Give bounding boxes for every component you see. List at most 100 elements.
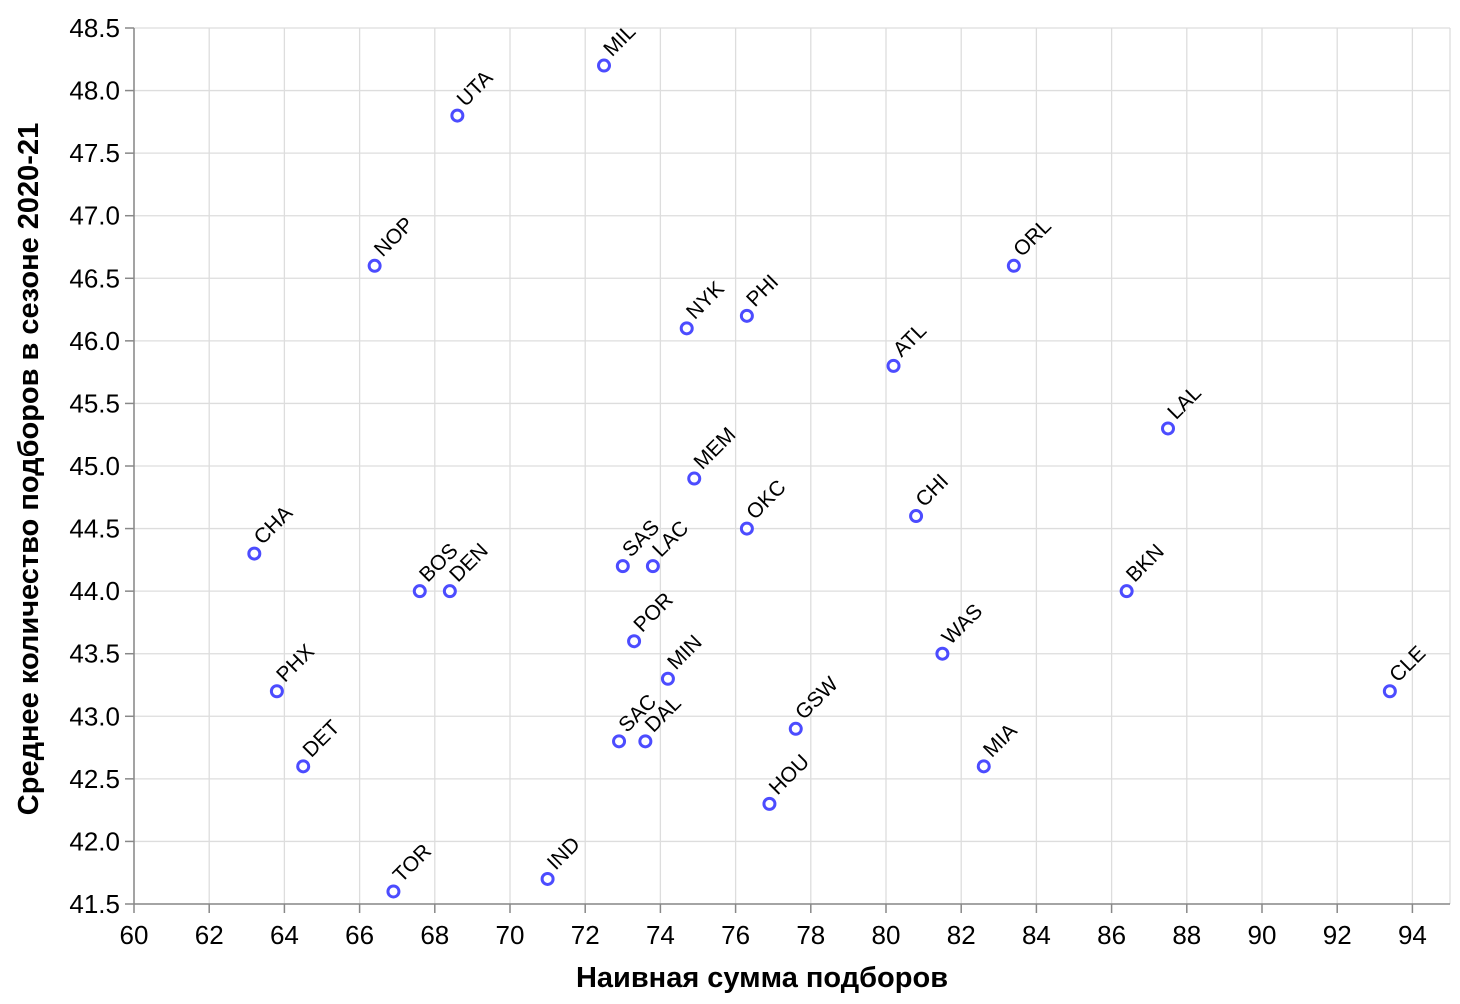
point-marker <box>739 308 754 323</box>
x-tick-label: 94 <box>1398 920 1427 950</box>
point-label: TOR <box>389 840 436 887</box>
point-label: CHA <box>250 502 298 550</box>
data-point: OKC <box>739 476 791 536</box>
x-tick-label: 76 <box>721 920 750 950</box>
y-tick-label: 45.0 <box>69 451 120 481</box>
y-tick-label: 45.5 <box>69 388 120 418</box>
point-label: IND <box>543 833 585 875</box>
y-tick-label: 43.0 <box>69 701 120 731</box>
point-marker <box>976 759 991 774</box>
data-point: IND <box>540 833 585 886</box>
point-label: CLE <box>1385 642 1430 687</box>
x-tick-label: 60 <box>120 920 149 950</box>
data-point: ATL <box>886 319 931 373</box>
point-label: ORL <box>1009 215 1056 262</box>
x-tick-label: 72 <box>571 920 600 950</box>
data-point: TOR <box>386 840 436 899</box>
x-tick-label: 78 <box>796 920 825 950</box>
data-point: NYK <box>679 277 729 336</box>
point-marker <box>638 734 653 749</box>
x-tick-label: 74 <box>646 920 675 950</box>
point-marker <box>660 671 675 686</box>
x-tick-label: 66 <box>345 920 374 950</box>
data-point: ORL <box>1006 215 1056 273</box>
data-point: MIA <box>976 719 1022 774</box>
point-label: UTA <box>453 66 498 111</box>
point-marker <box>367 258 382 273</box>
grid <box>133 27 1451 905</box>
y-tick-label: 47.0 <box>69 201 120 231</box>
data-point: HOU <box>762 750 814 811</box>
point-marker <box>597 58 611 73</box>
point-marker <box>909 509 924 524</box>
point-label: POR <box>629 588 677 636</box>
data-point: UTA <box>450 66 498 123</box>
point-label: WAS <box>938 600 988 650</box>
y-tick-label: 43.5 <box>69 639 120 669</box>
point-marker <box>269 684 284 699</box>
point-label: PHX <box>272 640 319 687</box>
point-label: OKC <box>742 476 790 524</box>
x-tick-label: 84 <box>1022 920 1051 950</box>
axes: 60 62 64 66 68 70 72 74 76 78 80 82 84 86 88 90 92 94 41.5… <box>69 13 1450 950</box>
point-marker <box>886 358 901 373</box>
x-tick-label: 82 <box>947 920 976 950</box>
data-point: POR <box>627 588 678 649</box>
point-marker <box>1119 584 1134 599</box>
data-point: CHI <box>909 470 953 524</box>
point-label: LAL <box>1163 381 1206 424</box>
point-label: BKN <box>1122 540 1169 587</box>
y-tick-label: 48.0 <box>69 76 120 106</box>
y-tick-label: 42.5 <box>69 764 120 794</box>
point-marker <box>412 584 427 599</box>
data-point: CHA <box>247 502 298 561</box>
data-point: GSW <box>788 672 843 736</box>
point-marker <box>687 471 702 486</box>
x-tick-label: 62 <box>195 920 224 950</box>
point-marker <box>1006 258 1021 273</box>
y-tick-label: 42.0 <box>69 826 120 856</box>
point-label: MIL <box>599 20 640 61</box>
point-marker <box>450 108 465 123</box>
point-label: ATL <box>889 319 931 361</box>
point-label: PHI <box>742 270 783 311</box>
point-marker <box>615 559 630 574</box>
point-label: DET <box>298 716 344 762</box>
data-point: WAS <box>935 600 988 661</box>
y-tick-label: 41.5 <box>69 889 120 919</box>
point-marker <box>540 871 555 886</box>
x-tick-label: 90 <box>1248 920 1277 950</box>
data-point: NOP <box>367 213 418 273</box>
y-axis-title: Среднее количество подборов в сезоне 202… <box>13 123 45 815</box>
point-marker <box>1161 421 1175 436</box>
data-point: PHX <box>269 640 319 699</box>
point-marker <box>679 321 694 336</box>
point-label: HOU <box>765 750 814 799</box>
point-marker <box>1382 684 1397 699</box>
point-marker <box>247 546 262 561</box>
point-marker <box>788 721 803 736</box>
point-marker <box>739 521 754 536</box>
x-tick-label: 70 <box>496 920 525 950</box>
x-tick-label: 64 <box>270 920 299 950</box>
y-tick-label: 44.5 <box>69 514 120 544</box>
data-point: MIN <box>660 631 707 686</box>
data-point: MEM <box>687 423 740 486</box>
point-label: MIA <box>979 719 1022 762</box>
point-label: MIN <box>663 631 706 674</box>
x-tick-label: 68 <box>420 920 449 950</box>
y-tick-label: 48.5 <box>69 13 120 43</box>
y-tick-label: 47.5 <box>69 138 120 168</box>
point-marker <box>645 559 660 574</box>
y-tick-label: 44.0 <box>69 576 120 606</box>
point-marker <box>627 634 642 649</box>
x-tick-label: 88 <box>1172 920 1201 950</box>
y-tick-label: 46.5 <box>69 263 120 293</box>
x-tick-label: 92 <box>1323 920 1352 950</box>
point-marker <box>386 884 401 899</box>
x-tick-label: 80 <box>872 920 901 950</box>
point-label: NOP <box>370 213 418 261</box>
x-tick-label: 86 <box>1097 920 1126 950</box>
